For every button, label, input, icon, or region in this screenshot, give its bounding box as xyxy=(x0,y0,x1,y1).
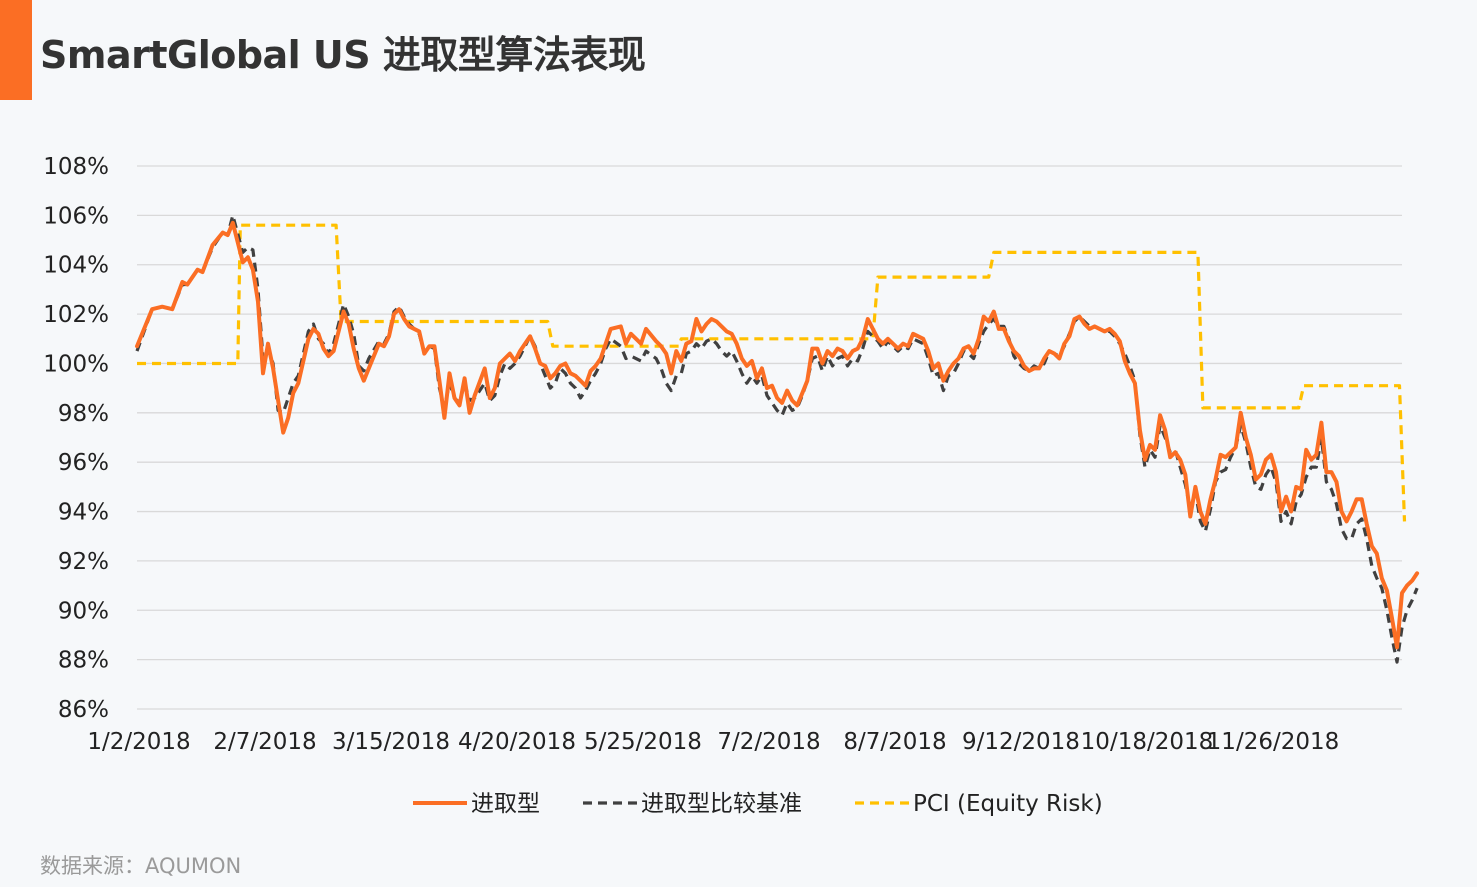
x-tick-label: 4/20/2018 xyxy=(458,729,576,755)
y-tick-label: 108% xyxy=(43,154,109,180)
y-tick-label: 92% xyxy=(58,549,109,575)
data-source-note: 数据来源：AQUMON xyxy=(40,854,242,878)
x-tick-label: 1/2/2018 xyxy=(87,729,190,755)
x-tick-label: 3/15/2018 xyxy=(332,729,450,755)
x-tick-label: 11/26/2018 xyxy=(1207,729,1340,755)
y-tick-label: 102% xyxy=(43,302,109,328)
series-line-aggressive xyxy=(135,220,1420,650)
series-line-benchmark xyxy=(135,213,1419,664)
line-chart: 86% 88% 90% 92% 94% 96% 98% 100% 102% 104% 106% 108… xyxy=(43,154,1420,817)
legend-label: 进取型 xyxy=(471,791,540,817)
legend-label: PCI (Equity Risk) xyxy=(913,791,1103,817)
chart-title: SmartGlobal US 进取型算法表现 xyxy=(40,33,646,77)
title-accent-bar xyxy=(0,0,32,100)
x-tick-label: 10/18/2018 xyxy=(1081,729,1214,755)
x-tick-label: 7/2/2018 xyxy=(717,729,820,755)
series-line-pci xyxy=(137,223,1407,522)
y-tick-label: 100% xyxy=(43,351,109,377)
x-tick-label: 8/7/2018 xyxy=(843,729,946,755)
y-tick-label: 104% xyxy=(43,253,109,279)
y-tick-label: 88% xyxy=(58,648,109,674)
x-tick-label: 9/12/2018 xyxy=(962,729,1080,755)
y-tick-label: 86% xyxy=(58,697,109,723)
legend-label: 进取型比较基准 xyxy=(641,791,802,817)
x-tick-label: 2/7/2018 xyxy=(213,729,316,755)
y-tick-label: 90% xyxy=(58,598,109,624)
y-tick-label: 106% xyxy=(43,203,109,229)
y-tick-label: 94% xyxy=(58,500,109,526)
y-tick-label: 96% xyxy=(58,450,109,476)
y-tick-label: 98% xyxy=(58,401,109,427)
x-tick-label: 5/25/2018 xyxy=(584,729,702,755)
